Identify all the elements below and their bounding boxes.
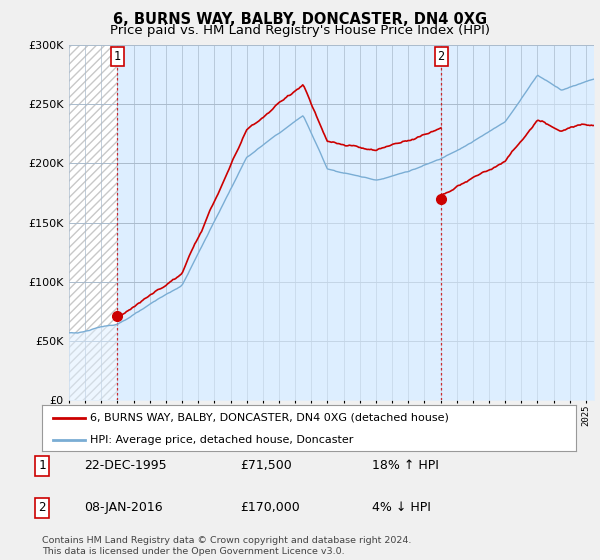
Text: 08-JAN-2016: 08-JAN-2016	[84, 501, 163, 514]
Text: £71,500: £71,500	[240, 459, 292, 472]
Text: 6, BURNS WAY, BALBY, DONCASTER, DN4 0XG: 6, BURNS WAY, BALBY, DONCASTER, DN4 0XG	[113, 12, 487, 27]
Text: 18% ↑ HPI: 18% ↑ HPI	[372, 459, 439, 472]
Text: 4% ↓ HPI: 4% ↓ HPI	[372, 501, 431, 514]
Text: 2: 2	[38, 501, 46, 514]
Text: Price paid vs. HM Land Registry's House Price Index (HPI): Price paid vs. HM Land Registry's House …	[110, 24, 490, 36]
Bar	[69, 45, 117, 400]
Text: 1: 1	[38, 459, 46, 472]
Text: 1: 1	[113, 50, 121, 63]
Text: 6, BURNS WAY, BALBY, DONCASTER, DN4 0XG (detached house): 6, BURNS WAY, BALBY, DONCASTER, DN4 0XG …	[90, 413, 449, 423]
Text: HPI: Average price, detached house, Doncaster: HPI: Average price, detached house, Donc…	[90, 435, 353, 445]
Text: 22-DEC-1995: 22-DEC-1995	[84, 459, 167, 472]
Text: £170,000: £170,000	[240, 501, 300, 514]
Text: 2: 2	[437, 50, 445, 63]
Text: Contains HM Land Registry data © Crown copyright and database right 2024.
This d: Contains HM Land Registry data © Crown c…	[42, 536, 412, 556]
